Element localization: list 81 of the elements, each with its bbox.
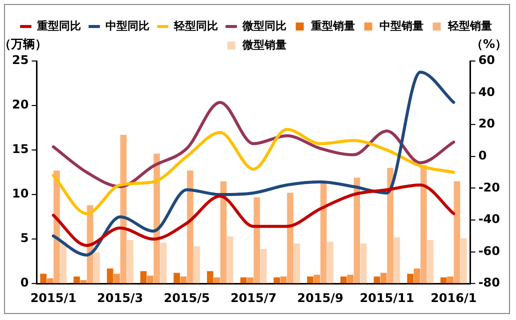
bar xyxy=(40,274,47,284)
bar xyxy=(387,168,394,284)
bar xyxy=(294,244,300,284)
y2-axis-title: （%） xyxy=(470,37,508,52)
legend-label: 微型同比 xyxy=(241,19,286,32)
x-tick-label: 2015/11 xyxy=(360,290,414,305)
y2-tick-label: 60 xyxy=(478,53,496,68)
bar xyxy=(146,276,154,284)
y2-tick-label: -40 xyxy=(478,212,500,226)
y-tick-label: 20 xyxy=(12,98,29,112)
bar xyxy=(94,252,100,284)
bar xyxy=(126,240,134,284)
y2-tick-label: -20 xyxy=(478,180,500,194)
bar xyxy=(80,280,87,284)
bar xyxy=(447,276,454,284)
line-series xyxy=(52,100,456,188)
bar xyxy=(440,277,447,284)
bar xyxy=(226,236,234,284)
bar xyxy=(360,244,367,284)
y2-tick-label: 0 xyxy=(478,148,487,163)
y-tick-label: 15 xyxy=(12,142,29,156)
y-axis-title: （万辆） xyxy=(0,37,47,52)
bar xyxy=(194,246,200,284)
bar xyxy=(160,242,167,284)
bar xyxy=(454,181,460,284)
x-tick-label: 2015/9 xyxy=(297,290,344,305)
bar xyxy=(394,237,400,284)
bar xyxy=(427,240,434,284)
bar xyxy=(407,274,414,284)
legend-label: 中型销量 xyxy=(379,19,424,32)
bar xyxy=(420,165,427,284)
bar xyxy=(287,192,294,284)
bar xyxy=(347,274,354,284)
bar xyxy=(307,276,314,284)
bar xyxy=(74,276,80,284)
bar xyxy=(140,271,147,284)
bar xyxy=(274,277,280,284)
bar xyxy=(327,242,334,284)
bar xyxy=(106,268,114,284)
legend-label: 重型销量 xyxy=(310,19,355,32)
bar xyxy=(174,272,180,284)
bar xyxy=(374,276,380,284)
bar xyxy=(354,178,360,284)
line-series xyxy=(52,184,456,247)
bar xyxy=(214,277,220,284)
bar xyxy=(460,238,467,284)
bar xyxy=(206,271,214,284)
bar xyxy=(280,276,287,284)
y2-tick-label: -60 xyxy=(478,244,500,258)
legend-label: 中型同比 xyxy=(105,19,150,32)
x-tick-label: 2016/1 xyxy=(430,290,477,305)
y2-tick-label: 40 xyxy=(478,84,496,99)
bar xyxy=(180,276,187,284)
bar xyxy=(240,277,247,284)
line-series xyxy=(52,70,456,256)
y-tick-label: 25 xyxy=(12,53,29,68)
bar xyxy=(60,242,67,284)
bar xyxy=(340,276,347,284)
legend-label: 轻型销量 xyxy=(446,19,492,32)
bar xyxy=(114,274,120,284)
x-tick-label: 2015/3 xyxy=(97,290,144,305)
legend-label: 轻型同比 xyxy=(172,19,218,32)
x-tick-label: 2015/1 xyxy=(30,290,76,305)
y2-tick-label: -80 xyxy=(478,276,500,290)
bar xyxy=(320,182,327,284)
bar xyxy=(380,272,387,284)
legend-label: 重型同比 xyxy=(36,19,81,32)
bar xyxy=(247,277,254,284)
line-series xyxy=(52,128,456,216)
x-tick-label: 2015/5 xyxy=(164,290,210,305)
bar xyxy=(414,268,420,284)
bar xyxy=(186,170,194,284)
legend-label: 微型销量 xyxy=(241,38,286,52)
y-tick-label: 10 xyxy=(12,186,29,201)
y-tick-label: 5 xyxy=(20,231,29,246)
bar xyxy=(254,197,260,284)
bar xyxy=(260,248,267,284)
y2-tick-label: 20 xyxy=(478,116,496,131)
y-tick-label: 0 xyxy=(20,276,29,290)
x-tick-label: 2015/7 xyxy=(230,290,277,305)
bar xyxy=(314,274,320,284)
